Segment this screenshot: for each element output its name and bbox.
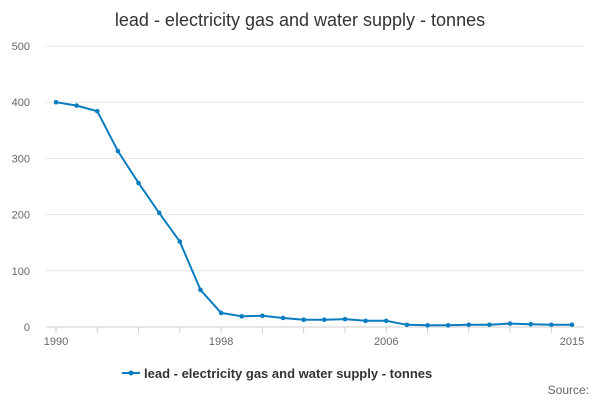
- data-point[interactable]: [342, 316, 348, 322]
- data-point[interactable]: [549, 322, 554, 328]
- data-point[interactable]: [53, 99, 59, 105]
- x-tick-label: 2015: [560, 336, 584, 348]
- legend-point-marker: [128, 370, 134, 376]
- data-point[interactable]: [260, 313, 265, 319]
- series-group: [53, 99, 575, 328]
- data-point[interactable]: [239, 314, 245, 319]
- data-point[interactable]: [322, 317, 327, 322]
- y-axis-ticks: 0 100 200 300 400 500: [12, 41, 30, 334]
- data-point[interactable]: [177, 239, 183, 244]
- y-tick-label: 100: [12, 266, 30, 278]
- data-point[interactable]: [74, 103, 79, 108]
- data-point[interactable]: [425, 323, 430, 328]
- x-axis: 1990 1998 2006 2015: [44, 326, 584, 348]
- x-tick-label: 2006: [374, 336, 398, 348]
- source-label: Source:: [548, 383, 589, 397]
- data-point[interactable]: [383, 318, 389, 324]
- y-tick-label: 400: [12, 97, 30, 109]
- data-point[interactable]: [445, 323, 451, 328]
- y-tick-label: 200: [12, 210, 30, 222]
- data-point[interactable]: [198, 287, 203, 293]
- x-tick-label: 1998: [209, 336, 233, 348]
- y-tick-label: 0: [24, 322, 30, 334]
- series-line: [55, 101, 572, 327]
- data-point[interactable]: [363, 318, 368, 324]
- data-point[interactable]: [466, 322, 472, 328]
- chart-title: lead - electricity gas and water supply …: [115, 10, 485, 30]
- data-point[interactable]: [404, 322, 410, 328]
- data-point[interactable]: [136, 180, 141, 186]
- data-point[interactable]: [569, 322, 575, 328]
- x-tick-label: 1990: [44, 336, 68, 348]
- y-tick-label: 300: [12, 153, 30, 165]
- grid-lines: [46, 45, 584, 272]
- legend-label: lead - electricity gas and water supply …: [144, 366, 432, 381]
- data-point[interactable]: [218, 310, 224, 316]
- data-point[interactable]: [280, 315, 286, 321]
- y-tick-label: 500: [12, 41, 30, 53]
- legend[interactable]: lead - electricity gas and water supply …: [122, 366, 432, 381]
- data-point[interactable]: [94, 108, 100, 114]
- data-point[interactable]: [487, 322, 492, 328]
- data-point[interactable]: [507, 321, 513, 326]
- data-point[interactable]: [156, 210, 162, 216]
- data-point[interactable]: [301, 317, 306, 322]
- data-point[interactable]: [115, 148, 121, 154]
- data-point[interactable]: [528, 321, 534, 327]
